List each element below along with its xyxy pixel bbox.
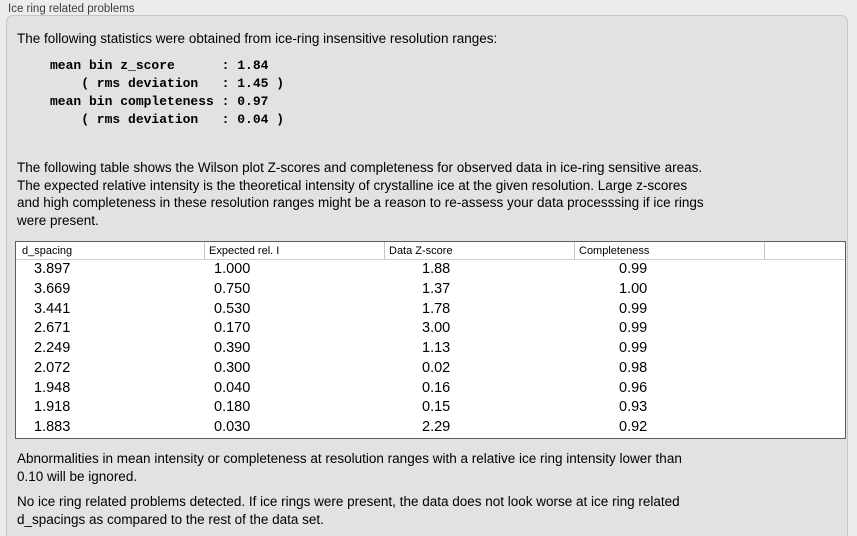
table-row[interactable]: 3.669 0.750 1.37 1.00 <box>16 280 845 300</box>
cell-d-spacing: 1.948 <box>34 379 71 396</box>
cell-data-z-score: 0.16 <box>422 379 451 396</box>
abnormalities-note-text: Abnormalities in mean intensity or compl… <box>17 451 682 484</box>
cell-expected-rel-i: 1.000 <box>214 261 251 277</box>
table-row[interactable]: 2.072 0.300 0.02 0.98 <box>16 359 845 379</box>
cell-completeness: 0.92 <box>619 419 648 436</box>
conclusion-text: No ice ring related problems detected. I… <box>17 494 680 527</box>
cell-empty <box>764 418 845 438</box>
cell-data-z-score: 0.02 <box>422 359 451 376</box>
column-header-expected-rel-i[interactable]: Expected rel. I <box>204 242 384 259</box>
cell-completeness: 1.00 <box>619 280 648 297</box>
cell-empty <box>764 300 845 320</box>
table-row[interactable]: 2.671 0.170 3.00 0.99 <box>16 319 845 339</box>
cell-empty <box>764 379 845 399</box>
cell-completeness: 0.99 <box>619 261 648 277</box>
table-row[interactable]: 2.249 0.390 1.13 0.99 <box>16 339 845 359</box>
cell-expected-rel-i: 0.040 <box>214 379 251 396</box>
cell-data-z-score: 2.29 <box>422 419 451 436</box>
cell-expected-rel-i: 0.750 <box>214 280 251 297</box>
cell-completeness: 0.93 <box>619 399 648 416</box>
table-row[interactable]: 1.883 0.030 2.29 0.92 <box>16 418 845 438</box>
table-row[interactable]: 1.948 0.040 0.16 0.96 <box>16 379 845 399</box>
cell-d-spacing: 3.897 <box>34 261 71 277</box>
cell-data-z-score: 1.78 <box>422 300 451 317</box>
table-header: d_spacing Expected rel. I Data Z-score C… <box>16 242 845 260</box>
cell-data-z-score: 0.15 <box>422 399 451 416</box>
cell-empty <box>764 359 845 379</box>
cell-expected-rel-i: 0.530 <box>214 300 251 317</box>
cell-expected-rel-i: 0.030 <box>214 419 251 436</box>
column-header-data-z-score[interactable]: Data Z-score <box>384 242 574 259</box>
cell-expected-rel-i: 0.390 <box>214 340 251 357</box>
table-row[interactable]: 1.918 0.180 0.15 0.93 <box>16 398 845 418</box>
table-row[interactable]: 3.441 0.530 1.78 0.99 <box>16 300 845 320</box>
cell-d-spacing: 3.669 <box>34 280 71 297</box>
cell-completeness: 0.99 <box>619 320 648 337</box>
intro-text: The following statistics were obtained f… <box>17 31 498 46</box>
cell-d-spacing: 3.441 <box>34 300 71 317</box>
column-header-empty <box>764 242 845 259</box>
cell-empty <box>764 280 845 300</box>
cell-completeness: 0.96 <box>619 379 648 396</box>
cell-data-z-score: 1.13 <box>422 340 451 357</box>
cell-expected-rel-i: 0.300 <box>214 359 251 376</box>
table-body: 3.897 1.000 1.88 0.99 3.669 0.750 1.37 1… <box>16 260 845 438</box>
cell-completeness: 0.99 <box>619 340 648 357</box>
description-text: The following table shows the Wilson plo… <box>17 160 704 228</box>
cell-data-z-score: 3.00 <box>422 320 451 337</box>
ice-ring-panel: The following statistics were obtained f… <box>6 15 848 536</box>
cell-d-spacing: 1.918 <box>34 399 71 416</box>
cell-data-z-score: 1.88 <box>422 261 451 277</box>
cell-empty <box>764 319 845 339</box>
cell-completeness: 0.98 <box>619 359 648 376</box>
cell-expected-rel-i: 0.180 <box>214 399 251 416</box>
cell-expected-rel-i: 0.170 <box>214 320 251 337</box>
cell-d-spacing: 2.072 <box>34 359 71 376</box>
cell-d-spacing: 2.671 <box>34 320 71 337</box>
column-header-d-spacing[interactable]: d_spacing <box>22 245 73 257</box>
group-box-title: Ice ring related problems <box>8 3 135 15</box>
cell-empty <box>764 339 845 359</box>
column-header-completeness[interactable]: Completeness <box>574 242 764 259</box>
cell-empty <box>764 260 845 280</box>
cell-d-spacing: 2.249 <box>34 340 71 357</box>
stats-monospace-block: mean bin z_score : 1.84 ( rms deviation … <box>50 58 285 127</box>
cell-data-z-score: 1.37 <box>422 280 451 297</box>
table-row[interactable]: 3.897 1.000 1.88 0.99 <box>16 260 845 280</box>
cell-completeness: 0.99 <box>619 300 648 317</box>
ice-ring-table: d_spacing Expected rel. I Data Z-score C… <box>15 241 846 439</box>
cell-d-spacing: 1.883 <box>34 419 71 436</box>
cell-empty <box>764 398 845 418</box>
